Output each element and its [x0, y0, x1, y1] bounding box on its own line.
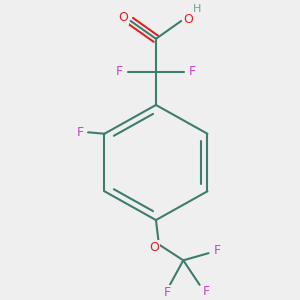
Text: F: F: [116, 65, 123, 78]
Text: F: F: [189, 65, 196, 78]
Text: F: F: [202, 285, 210, 298]
Text: H: H: [194, 4, 202, 14]
Text: O: O: [149, 242, 159, 254]
Text: O: O: [183, 13, 193, 26]
Text: F: F: [164, 286, 170, 299]
Text: O: O: [118, 11, 128, 24]
Text: F: F: [77, 126, 84, 139]
Text: F: F: [213, 244, 220, 257]
